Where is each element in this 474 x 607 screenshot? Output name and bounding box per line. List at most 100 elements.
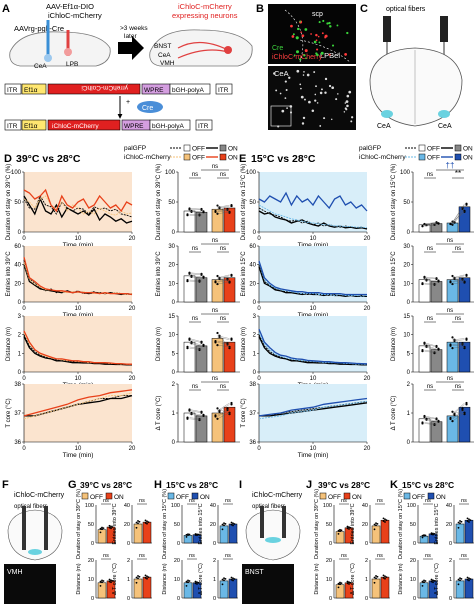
pair-line bbox=[217, 412, 230, 419]
bar bbox=[458, 206, 471, 233]
cell-dot bbox=[321, 88, 323, 91]
fibers-label-f: optical fibers bbox=[14, 504, 48, 510]
bar-y-axis-label: Δ T core (°C) bbox=[391, 396, 397, 431]
cell-dot bbox=[328, 21, 331, 25]
cell-dot bbox=[319, 91, 323, 95]
panel-label-c: C bbox=[360, 3, 368, 15]
pair-line bbox=[424, 222, 437, 225]
cea-label-left: CeA bbox=[377, 123, 391, 130]
data-point bbox=[469, 519, 472, 522]
data-point bbox=[214, 209, 217, 213]
bar-y-tick-label: 15 bbox=[168, 314, 175, 320]
data-point bbox=[101, 526, 103, 529]
data-point bbox=[430, 580, 433, 583]
series-line bbox=[258, 204, 368, 229]
panel-label-d: D bbox=[4, 153, 12, 165]
itr-label-2: ITR bbox=[218, 87, 229, 94]
cell-dot bbox=[316, 48, 319, 51]
cell-dot bbox=[348, 90, 352, 94]
data-point bbox=[214, 414, 217, 417]
itr-box-1 bbox=[4, 83, 22, 95]
pair-line bbox=[217, 342, 230, 345]
data-point bbox=[346, 525, 349, 528]
data-point bbox=[108, 524, 111, 527]
sig-label: ns bbox=[139, 553, 145, 559]
bar bbox=[223, 207, 236, 233]
pair-line bbox=[452, 275, 465, 283]
bar-y-tick-label: 50 bbox=[326, 522, 332, 528]
sig-label: ns bbox=[192, 384, 198, 390]
data-point bbox=[424, 534, 427, 537]
bar-y-tick-label: 100 bbox=[407, 503, 416, 509]
pair-line bbox=[424, 283, 437, 285]
bar-y-tick-label: 10 bbox=[174, 577, 180, 583]
pair-line bbox=[189, 279, 202, 281]
bar bbox=[183, 535, 193, 544]
bar-y-axis-label: Δ T core (°C) bbox=[112, 563, 118, 595]
fibers-label-c: optical fibers bbox=[386, 6, 426, 13]
data-point bbox=[430, 578, 433, 581]
sig-label: ns bbox=[427, 246, 433, 252]
cell-dot bbox=[295, 36, 299, 40]
bar-y-tick-label: 100 bbox=[400, 170, 411, 176]
x-tick-label: 20 bbox=[364, 236, 371, 242]
data-point bbox=[384, 521, 386, 523]
bar bbox=[219, 525, 229, 544]
legend-box-on bbox=[427, 492, 435, 500]
pair-line bbox=[424, 223, 437, 226]
sig-label: ns bbox=[455, 316, 461, 322]
bar-y-tick-label: 0 bbox=[449, 596, 452, 602]
micrograph-dots-cea bbox=[273, 69, 354, 128]
bar-y-tick-label: 100 bbox=[323, 503, 332, 509]
pair-line bbox=[452, 203, 465, 223]
data-point bbox=[449, 343, 452, 346]
bar-y-tick-label: 20 bbox=[124, 522, 130, 528]
inset-box bbox=[270, 105, 292, 127]
bar-y-tick-label: 0 bbox=[172, 370, 176, 376]
data-point bbox=[108, 580, 111, 583]
pair-line bbox=[424, 222, 437, 225]
bar bbox=[183, 210, 196, 233]
pair-line bbox=[452, 408, 465, 419]
sig-label: ns bbox=[225, 498, 231, 504]
cea-label-right-c: CeA bbox=[438, 123, 452, 130]
data-point bbox=[382, 574, 385, 577]
bar bbox=[446, 222, 459, 233]
data-point bbox=[346, 582, 349, 585]
cell-dot bbox=[295, 50, 300, 54]
cell-dot bbox=[326, 22, 329, 25]
y-tick-label: 100 bbox=[246, 170, 257, 176]
cell-dot bbox=[319, 125, 322, 127]
legend-box-on bbox=[454, 153, 462, 161]
data-point bbox=[135, 526, 138, 529]
y-axis-label: Entries into 39°C bbox=[6, 251, 12, 297]
data-point bbox=[432, 533, 434, 536]
data-point bbox=[385, 519, 388, 522]
cea-stain-label: CeA bbox=[274, 69, 289, 78]
series-line bbox=[258, 332, 368, 365]
panel-title-h: 15°C vs 28°C bbox=[166, 480, 218, 490]
ichloc-label: iChloC-mCherry bbox=[52, 123, 99, 130]
micrograph-vmh bbox=[4, 564, 56, 604]
data-point bbox=[232, 522, 234, 525]
fiber-f-right bbox=[44, 506, 48, 550]
itr-label-3: ITR bbox=[7, 123, 18, 130]
data-point bbox=[466, 520, 469, 523]
bar-y-axis-label: Distance (m) bbox=[391, 327, 397, 361]
data-point bbox=[421, 348, 424, 352]
data-point bbox=[108, 578, 111, 581]
bar-y-tick-label: 1 bbox=[365, 577, 368, 583]
panel-c: C optical fibers CeA CeA bbox=[360, 3, 463, 130]
bar-y-tick-label: 20 bbox=[410, 558, 416, 564]
x-tick-label: 10 bbox=[310, 236, 317, 242]
pair-line bbox=[189, 347, 202, 351]
data-point bbox=[348, 583, 350, 585]
data-point bbox=[459, 577, 461, 580]
ichloc-stain-label: iChloC-mCherry bbox=[272, 54, 323, 61]
sig-label: ns bbox=[225, 553, 231, 559]
data-point bbox=[433, 580, 436, 582]
pair-line bbox=[217, 279, 230, 283]
legend-box-off bbox=[418, 153, 426, 161]
data-point bbox=[194, 580, 197, 583]
panel-label-h: H bbox=[154, 479, 162, 491]
